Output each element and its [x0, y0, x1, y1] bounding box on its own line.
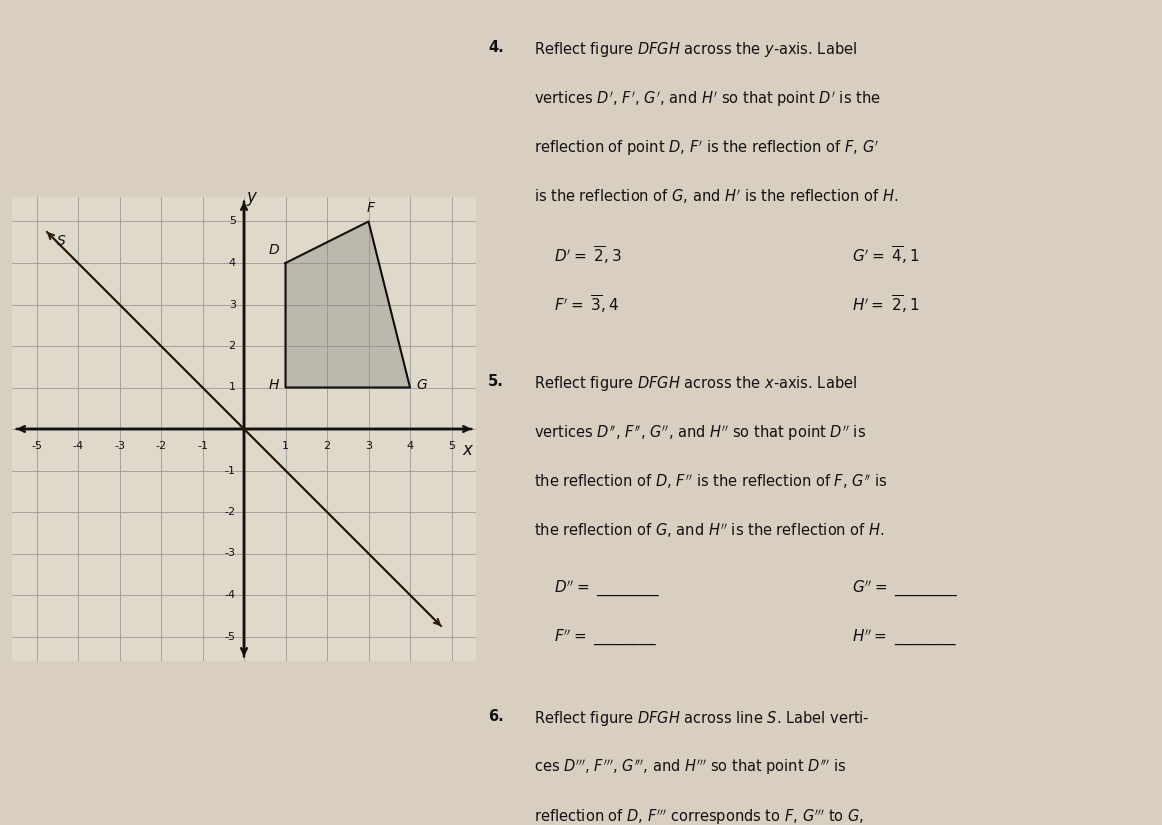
Text: D: D	[268, 243, 279, 257]
Text: vertices $D'$, $F'$, $G'$, and $H'$ so that point $D'$ is the: vertices $D'$, $F'$, $G'$, and $H'$ so t…	[535, 89, 881, 109]
Text: -5: -5	[31, 441, 42, 451]
Text: F: F	[366, 201, 374, 215]
Text: -3: -3	[114, 441, 125, 451]
Text: 4: 4	[229, 258, 236, 268]
Text: vertices $D''$, $F''$, $G''$, and $H''$ so that point $D''$ is: vertices $D''$, $F''$, $G''$, and $H''$ …	[535, 423, 867, 443]
Text: $G'' =$ ________: $G'' =$ ________	[853, 579, 959, 599]
Text: 1: 1	[229, 383, 236, 393]
Text: $D'' =$ ________: $D'' =$ ________	[554, 579, 660, 599]
Text: G: G	[416, 379, 426, 393]
Text: 5: 5	[229, 216, 236, 227]
Text: $F' =$ $\overline{3},4$: $F' =$ $\overline{3},4$	[554, 294, 619, 315]
Text: is the reflection of $G$, and $H'$ is the reflection of $H$.: is the reflection of $G$, and $H'$ is th…	[535, 187, 898, 206]
Text: 3: 3	[365, 441, 372, 451]
Text: 2: 2	[323, 441, 330, 451]
Text: -4: -4	[224, 590, 236, 600]
Text: ces $D'''$, $F'''$, $G'''$, and $H'''$ so that point $D'''$ is: ces $D'''$, $F'''$, $G'''$, and $H'''$ s…	[535, 758, 847, 777]
Text: Reflect figure $DFGH$ across line $S$. Label verti-: Reflect figure $DFGH$ across line $S$. L…	[535, 709, 870, 728]
Text: $H' =$ $\overline{2},1$: $H' =$ $\overline{2},1$	[853, 294, 919, 315]
Text: y: y	[246, 188, 257, 205]
Text: 3: 3	[229, 299, 236, 309]
Text: -2: -2	[156, 441, 166, 451]
Text: -3: -3	[224, 549, 236, 559]
Text: -5: -5	[224, 631, 236, 642]
Text: -2: -2	[224, 507, 236, 517]
Text: -1: -1	[224, 465, 236, 475]
Text: reflection of $D$, $F'''$ corresponds to $F$, $G'''$ to $G$,: reflection of $D$, $F'''$ corresponds to…	[535, 807, 865, 825]
Text: the reflection of $D$, $F''$ is the reflection of $F$, $G''$ is: the reflection of $D$, $F''$ is the refl…	[535, 473, 888, 492]
Text: S: S	[57, 234, 66, 248]
Text: $D' =$ $\overline{2},3$: $D' =$ $\overline{2},3$	[554, 244, 622, 266]
Text: 4: 4	[407, 441, 414, 451]
Text: -1: -1	[198, 441, 208, 451]
Text: 6.: 6.	[488, 709, 504, 724]
Text: -4: -4	[72, 441, 84, 451]
Text: 4.: 4.	[488, 40, 504, 55]
Text: 1: 1	[282, 441, 289, 451]
Text: H: H	[268, 379, 279, 393]
Text: 5.: 5.	[488, 375, 504, 389]
Text: Reflect figure $DFGH$ across the $y$-axis. Label: Reflect figure $DFGH$ across the $y$-axi…	[535, 40, 858, 59]
Text: $G' =$ $\overline{4},1$: $G' =$ $\overline{4},1$	[853, 244, 920, 266]
Text: $F'' =$ ________: $F'' =$ ________	[554, 628, 658, 648]
Text: the reflection of $G$, and $H''$ is the reflection of $H$.: the reflection of $G$, and $H''$ is the …	[535, 521, 885, 540]
Text: Reflect figure $DFGH$ across the $x$-axis. Label: Reflect figure $DFGH$ across the $x$-axi…	[535, 375, 858, 394]
Polygon shape	[286, 221, 410, 388]
Text: reflection of point $D$, $F'$ is the reflection of $F$, $G'$: reflection of point $D$, $F'$ is the ref…	[535, 139, 880, 158]
Text: 2: 2	[229, 341, 236, 351]
Text: 5: 5	[449, 441, 456, 451]
Text: $H'' =$ ________: $H'' =$ ________	[853, 628, 957, 648]
Text: x: x	[462, 441, 472, 460]
